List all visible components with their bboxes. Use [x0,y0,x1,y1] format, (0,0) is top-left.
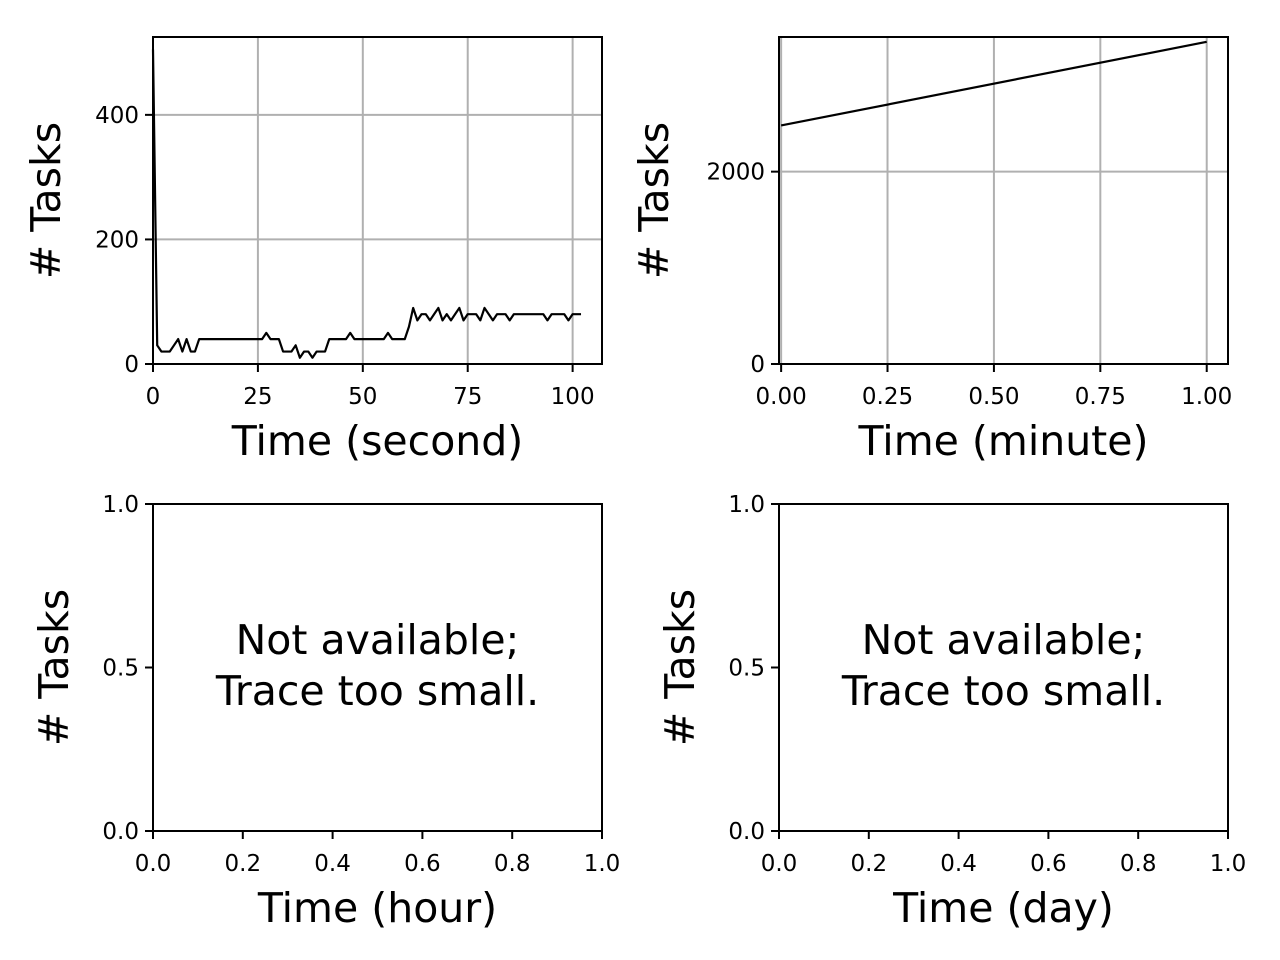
y-tick-label: 200 [95,227,139,253]
x-tick-label: 100 [551,384,595,410]
x-axis-label: Time (minute) [858,417,1149,465]
x-tick-label: 0.4 [940,851,977,877]
plot-frame [778,36,1229,365]
y-tick-label: 400 [95,103,139,129]
not-available-note: Trace too small. [215,667,539,715]
x-tick-label: 0.8 [1120,851,1157,877]
subplot-1: 0 25 50 75 100 0 200 400 Time (second) # Tasks [22,36,603,465]
y-axis-label: # Tasks [30,589,78,746]
x-tick-label: 0.4 [314,851,351,877]
x-tick-label: 1.00 [1181,384,1232,410]
plot-frame [152,36,603,365]
y-tick-label: 0.0 [102,819,139,845]
x-tick-label: 25 [243,384,272,410]
x-tick-label: 75 [453,384,482,410]
y-tick-label: 0 [124,352,139,378]
x-tick-label: 0.0 [761,851,798,877]
not-available-note: Not available; [862,616,1146,664]
x-tick-label: 0.75 [1075,384,1126,410]
x-tick-label: 0.2 [225,851,262,877]
y-tick-label: 0.0 [728,819,765,845]
x-tick-label: 0 [146,384,161,410]
x-axis-label: Time (hour) [257,884,497,932]
y-tick-label: 2000 [706,160,765,186]
y-tick-label: 1.0 [728,492,765,518]
x-tick-label: 0.25 [862,384,913,410]
subplot-4: 0.0 0.2 0.4 0.6 0.8 1.0 0.0 0.5 1.0 Time (day) # T… [656,492,1246,932]
y-tick-label: 0.5 [728,656,765,682]
y-axis-label: # Tasks [22,122,70,279]
x-tick-label: 0.6 [1030,851,1067,877]
x-tick-label: 1.0 [584,851,621,877]
series-line [151,49,582,359]
x-tick-label: 0.0 [135,851,172,877]
x-tick-label: 1.0 [1210,851,1247,877]
x-axis-label: Time (day) [892,884,1114,932]
y-axis-label: # Tasks [656,589,704,746]
not-available-note: Trace too small. [841,667,1165,715]
series-line [780,40,1207,127]
y-tick-label: 0 [750,352,765,378]
y-tick-label: 1.0 [102,492,139,518]
x-tick-label: 0.6 [404,851,441,877]
y-axis-label: # Tasks [630,122,678,279]
x-tick-label: 0.00 [756,384,807,410]
x-axis-label: Time (second) [231,417,524,465]
subplot-3: 0.0 0.2 0.4 0.6 0.8 1.0 0.0 0.5 1.0 Time (hour) # … [30,492,620,932]
x-tick-label: 0.2 [851,851,888,877]
x-tick-label: 50 [348,384,377,410]
y-tick-label: 0.5 [102,656,139,682]
subplot-2: 0.00 0.25 0.50 0.75 1.00 0 2000 Time (minute) # … [630,36,1232,465]
not-available-note: Not available; [236,616,520,664]
x-tick-label: 0.50 [968,384,1019,410]
x-tick-label: 0.8 [494,851,531,877]
